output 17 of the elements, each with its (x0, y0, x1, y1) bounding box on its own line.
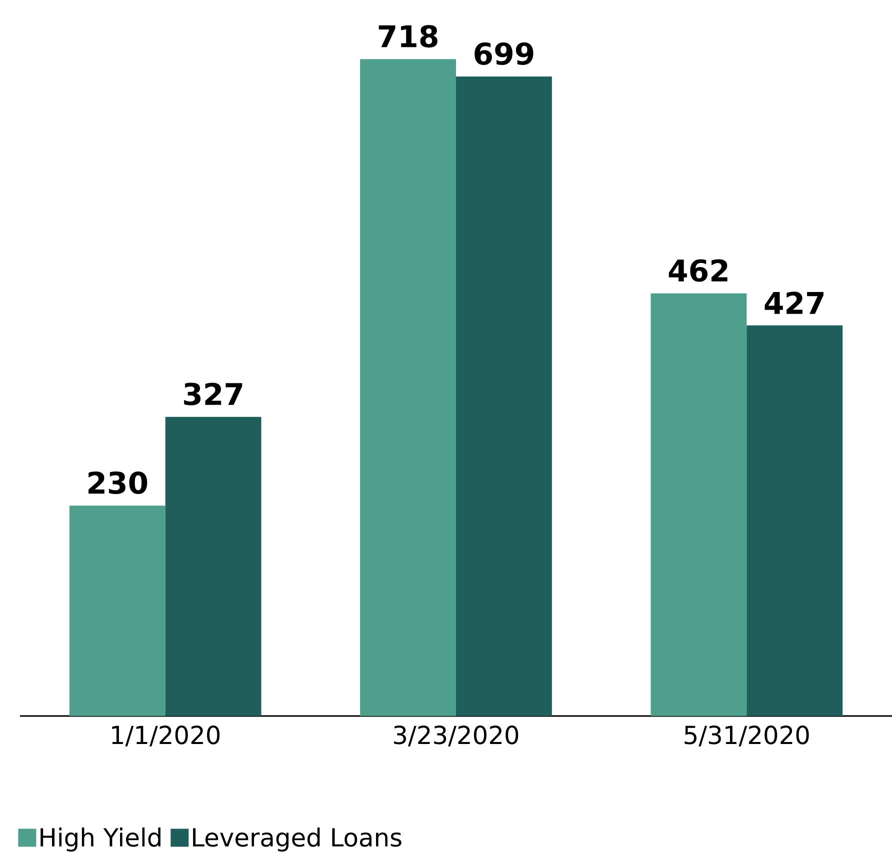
bar (69, 506, 166, 716)
bar (360, 59, 456, 716)
data-label: 462 (668, 259, 728, 282)
x-tick-label: 3/23/2020 (394, 726, 518, 746)
legend-label: High Yield (40, 828, 160, 852)
bar (165, 416, 262, 716)
data-label: 427 (764, 292, 824, 314)
x-tick-label: 1/1/2020 (112, 726, 220, 746)
data-label: 230 (88, 471, 148, 494)
bar (746, 325, 843, 716)
data-label: 699 (474, 42, 534, 65)
data-label: 327 (184, 382, 242, 406)
x-tick-label: 5/31/2020 (684, 726, 809, 746)
bar (456, 76, 552, 716)
legend-label: Leveraged Loans (193, 828, 402, 852)
data-label: 718 (378, 24, 438, 48)
bar (650, 293, 747, 716)
